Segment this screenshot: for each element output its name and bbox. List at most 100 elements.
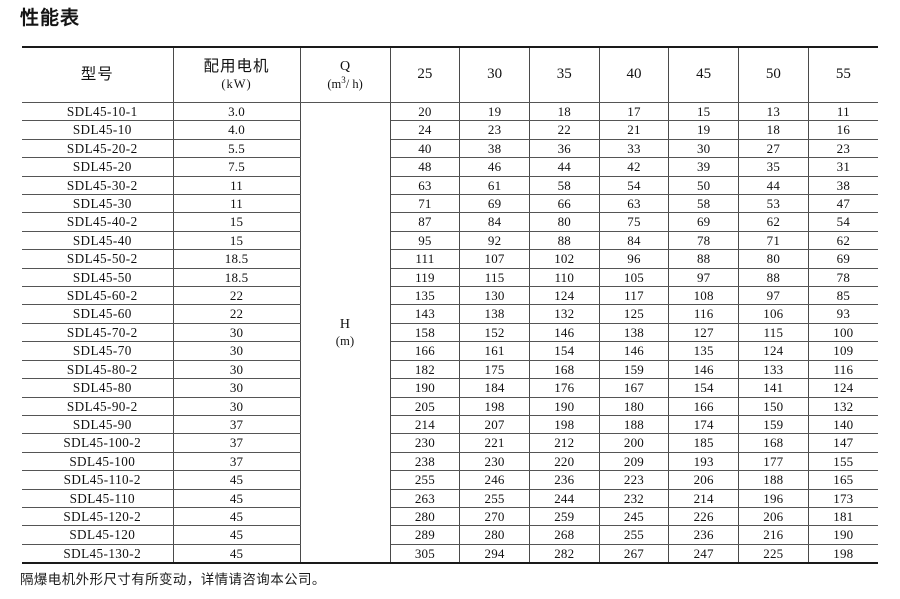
cell-head-value: 27 <box>738 139 809 159</box>
cell-head-value: 47 <box>808 194 878 214</box>
head-symbol: H <box>339 317 351 333</box>
cell-head-value: 196 <box>738 489 809 508</box>
table-row: SDL45-20 7.5 48 46 44 42 39 35 31 <box>22 157 878 177</box>
cell-head-value: 50 <box>668 176 739 196</box>
cell-head-value: 226 <box>668 507 739 527</box>
cell-head-value: 88 <box>668 249 739 269</box>
table-row: SDL45-50-2 18.5 111 107 102 96 88 80 69 <box>22 249 878 269</box>
cell-motor-power: 37 <box>173 415 301 435</box>
cell-head-value: 108 <box>668 286 739 306</box>
cell-head-value: 280 <box>459 525 530 545</box>
cell-head-value: 175 <box>459 360 530 380</box>
cell-head-value: 80 <box>738 249 809 269</box>
cell-head-value: 115 <box>459 268 530 288</box>
cell-head-value: 206 <box>738 507 809 527</box>
cell-head-value: 255 <box>459 489 530 508</box>
cell-head-value: 106 <box>738 304 809 324</box>
cell-head-value: 39 <box>668 157 739 177</box>
cell-model: SDL45-10 <box>22 120 174 140</box>
table-row: SDL45-130-2 45 305 294 282 267 247 225 198 <box>22 544 878 564</box>
cell-head-value: 16 <box>808 120 878 140</box>
cell-head-value: 24 <box>390 120 461 140</box>
cell-motor-power: 45 <box>173 525 301 545</box>
cell-head-value: 87 <box>390 212 461 232</box>
cell-motor-power: 18.5 <box>173 268 301 288</box>
cell-motor-power: 15 <box>173 231 301 251</box>
cell-head-value: 71 <box>390 194 461 214</box>
cell-head-value: 244 <box>529 489 600 508</box>
cell-head-value: 168 <box>529 360 600 380</box>
page-title: 性能表 <box>20 8 81 29</box>
cell-head-value: 214 <box>668 489 739 508</box>
cell-head-value: 115 <box>738 323 809 343</box>
cell-head-value: 38 <box>808 176 878 196</box>
cell-head-value: 167 <box>599 378 670 398</box>
cell-head-value: 161 <box>459 341 530 361</box>
cell-head-value: 146 <box>599 341 670 361</box>
cell-head-value: 80 <box>529 212 600 232</box>
cell-head-value: 97 <box>668 268 739 288</box>
table-row: SDL45-50 18.5 119 115 110 105 97 88 78 <box>22 268 878 288</box>
cell-model: SDL45-80 <box>22 378 174 398</box>
cell-motor-power: 22 <box>173 286 301 306</box>
cell-head-value: 294 <box>459 544 530 564</box>
cell-head-value: 11 <box>808 102 878 122</box>
column-header-flow-45: 45 <box>668 47 739 103</box>
cell-head-value: 127 <box>668 323 739 343</box>
cell-head-value: 140 <box>808 415 878 435</box>
cell-head-value: 221 <box>459 433 530 453</box>
flow-unit-prefix: (m <box>327 77 342 92</box>
cell-head-value: 214 <box>390 415 461 435</box>
table-row: SDL45-30 11 71 69 66 63 58 53 47 <box>22 194 878 214</box>
cell-motor-power: 22 <box>173 304 301 324</box>
cell-head-value: 181 <box>808 507 878 527</box>
cell-motor-power: 30 <box>173 378 301 398</box>
table-header: 型号 配用电机 (kW) Q (m3/ h) 25 30 35 40 45 50 <box>22 47 878 103</box>
cell-motor-power: 45 <box>173 489 301 508</box>
column-header-flow: Q (m3/ h) <box>300 47 391 103</box>
table-row: SDL45-60-2 22 135 130 124 117 108 97 85 <box>22 286 878 306</box>
cell-head-value: 66 <box>529 194 600 214</box>
motor-unit: (kW) <box>221 77 252 92</box>
cell-head-value: 63 <box>390 176 461 196</box>
cell-head-value: 141 <box>738 378 809 398</box>
cell-head-value: 46 <box>459 157 530 177</box>
cell-head-value: 17 <box>599 102 670 122</box>
cell-model: SDL45-20-2 <box>22 139 174 159</box>
table-row: SDL45-110-2 45 255 246 236 223 206 188 165 <box>22 470 878 490</box>
cell-head-value: 236 <box>668 525 739 545</box>
cell-head-value: 247 <box>668 544 739 564</box>
cell-model: SDL45-50 <box>22 268 174 288</box>
cell-head-value: 95 <box>390 231 461 251</box>
cell-motor-power: 37 <box>173 452 301 472</box>
cell-head-value: 132 <box>529 304 600 324</box>
cell-head-value: 188 <box>738 470 809 490</box>
cell-head-value: 155 <box>808 452 878 472</box>
column-header-flow-40: 40 <box>599 47 670 103</box>
footnote: 隔爆电机外形尺寸有所变动，详情请咨询本公司。 <box>20 572 326 587</box>
cell-head-value: 13 <box>738 102 809 122</box>
cell-head-value: 61 <box>459 176 530 196</box>
cell-head-value: 58 <box>668 194 739 214</box>
cell-model: SDL45-40 <box>22 231 174 251</box>
table-row: SDL45-100-2 37 230 221 212 200 185 168 147 <box>22 433 878 453</box>
cell-motor-power: 30 <box>173 341 301 361</box>
cell-head-value: 246 <box>459 470 530 490</box>
cell-head-value: 230 <box>459 452 530 472</box>
cell-head-value: 125 <box>599 304 670 324</box>
cell-head-value: 236 <box>529 470 600 490</box>
cell-head-value: 238 <box>390 452 461 472</box>
table-row: SDL45-80-2 30 182 175 168 159 146 133 116 <box>22 360 878 380</box>
cell-motor-power: 45 <box>173 544 301 564</box>
table-row: SDL45-90 37 214 207 198 188 174 159 140 <box>22 415 878 435</box>
cell-head-value: 184 <box>459 378 530 398</box>
column-header-model: 型号 <box>22 47 174 103</box>
cell-head-value: 18 <box>738 120 809 140</box>
cell-head-value: 177 <box>738 452 809 472</box>
cell-head-value: 69 <box>459 194 530 214</box>
cell-head-value: 19 <box>459 102 530 122</box>
table-row: SDL45-120 45 289 280 268 255 236 216 190 <box>22 525 878 545</box>
cell-head-value: 116 <box>668 304 739 324</box>
cell-head-value: 190 <box>808 525 878 545</box>
cell-head-value: 71 <box>738 231 809 251</box>
